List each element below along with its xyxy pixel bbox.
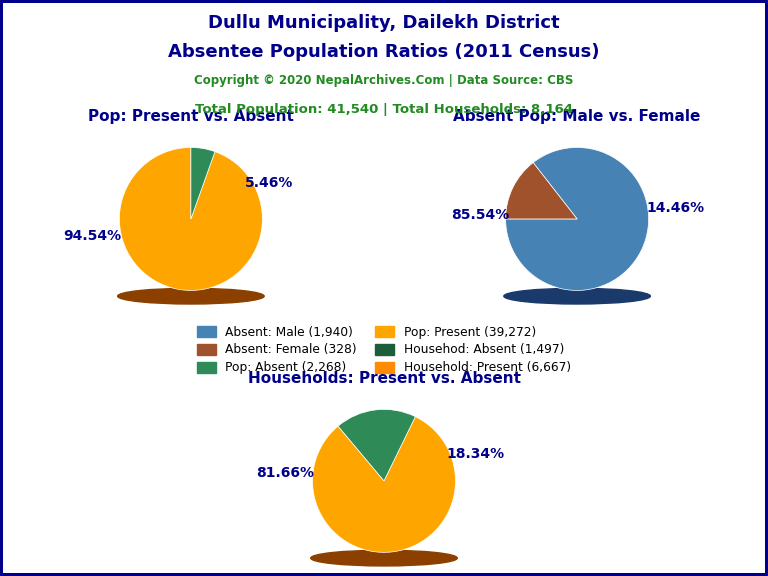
Text: 18.34%: 18.34% <box>446 447 505 461</box>
Text: Absentee Population Ratios (2011 Census): Absentee Population Ratios (2011 Census) <box>168 43 600 61</box>
Wedge shape <box>338 410 415 481</box>
Text: 94.54%: 94.54% <box>63 229 121 244</box>
Wedge shape <box>505 147 649 290</box>
Title: Households: Present vs. Absent: Households: Present vs. Absent <box>247 371 521 386</box>
Title: Absent Pop: Male vs. Female: Absent Pop: Male vs. Female <box>453 109 700 124</box>
Text: Copyright © 2020 NepalArchives.Com | Data Source: CBS: Copyright © 2020 NepalArchives.Com | Dat… <box>194 74 574 87</box>
Text: 5.46%: 5.46% <box>245 176 293 190</box>
Wedge shape <box>505 162 577 219</box>
Ellipse shape <box>504 289 650 304</box>
Wedge shape <box>313 416 455 552</box>
Ellipse shape <box>118 289 264 304</box>
Wedge shape <box>191 147 215 219</box>
Title: Pop: Present vs. Absent: Pop: Present vs. Absent <box>88 109 294 124</box>
Legend: Absent: Male (1,940), Absent: Female (328), Pop: Absent (2,268), Pop: Present (3: Absent: Male (1,940), Absent: Female (32… <box>197 325 571 374</box>
Ellipse shape <box>311 550 457 566</box>
Text: Total Population: 41,540 | Total Households: 8,164: Total Population: 41,540 | Total Househo… <box>195 103 573 116</box>
Wedge shape <box>119 147 263 290</box>
Text: 81.66%: 81.66% <box>257 467 314 480</box>
Text: 14.46%: 14.46% <box>647 201 705 215</box>
Text: Dullu Municipality, Dailekh District: Dullu Municipality, Dailekh District <box>208 14 560 32</box>
Text: 85.54%: 85.54% <box>452 208 510 222</box>
